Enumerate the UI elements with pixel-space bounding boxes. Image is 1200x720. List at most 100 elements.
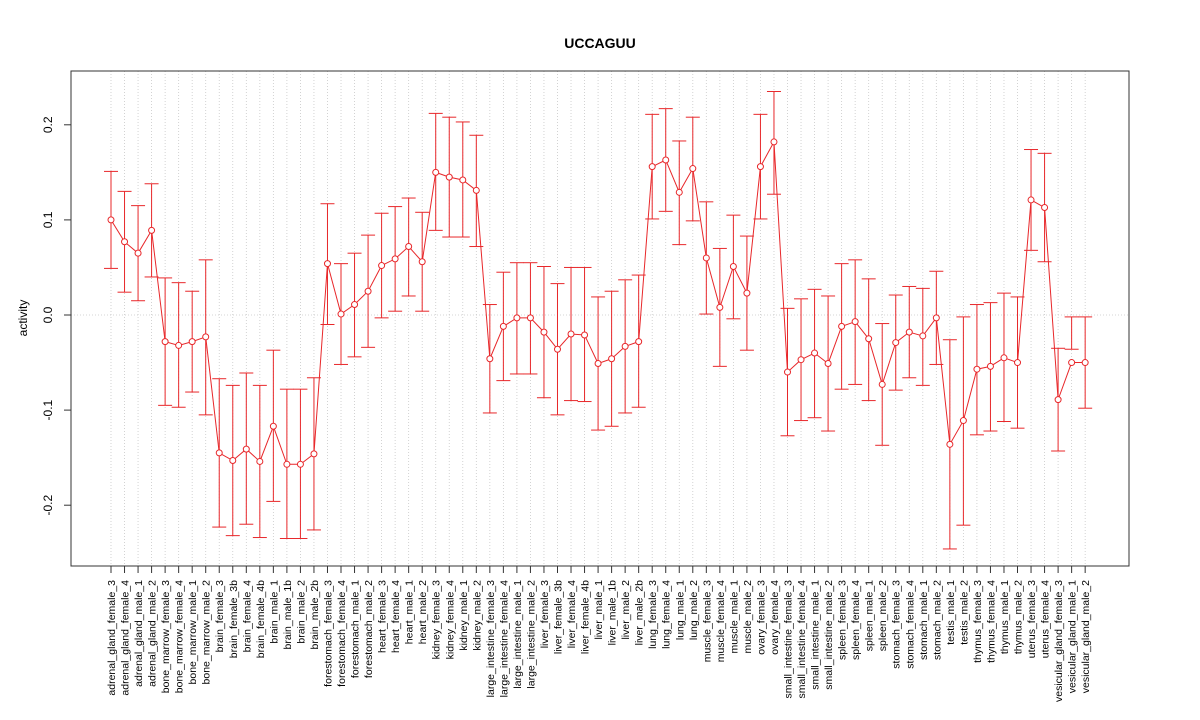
data-point: [621, 342, 629, 350]
data-point: [134, 249, 142, 257]
data-point: [919, 332, 927, 340]
x-tick-label: large_intestine_male_1: [512, 580, 524, 689]
gridlines: [71, 71, 1129, 566]
data-point: [865, 335, 873, 343]
x-tick-label: liver_male_2b: [634, 580, 646, 646]
x-tick-label: testis_male_2: [958, 580, 970, 645]
data-point: [729, 262, 737, 270]
data-point: [567, 330, 575, 338]
x-tick-label: forestomach_male_1: [350, 580, 362, 678]
x-tick-label: spleen_female_4: [850, 580, 862, 660]
x-tick-label: heart_female_3: [377, 580, 389, 653]
data-point: [932, 314, 940, 322]
data-point: [1068, 359, 1076, 367]
x-tick-label: stomach_male_2: [931, 580, 943, 660]
x-tick-label: spleen_male_2: [877, 580, 889, 651]
data-point: [391, 255, 399, 263]
data-point: [892, 339, 900, 347]
x-tick-label: small_intestine_female_4: [796, 580, 808, 699]
x-tick-label: liver_male_1: [593, 580, 605, 640]
data-point: [1081, 359, 1089, 367]
x-tick-label: small_intestine_female_3: [783, 580, 795, 699]
data-point: [540, 328, 548, 336]
data-point: [648, 163, 656, 171]
x-tick-label: thymus_female_4: [985, 580, 997, 663]
x-tick-label: brain_female_4: [241, 580, 253, 653]
x-tick-label: thymus_male_1: [999, 580, 1011, 654]
data-point: [689, 165, 697, 173]
x-tick-label: forestomach_female_3: [322, 580, 334, 687]
data-point: [526, 314, 534, 322]
x-tick-label: large_intestine_male_2: [525, 580, 537, 689]
x-tick-label: lung_male_1: [674, 580, 686, 640]
data-point: [310, 450, 318, 458]
data-point: [1014, 359, 1022, 367]
x-tick-label: bone_marrow_female_3: [160, 580, 172, 693]
data-point: [878, 380, 886, 388]
data-point: [175, 341, 183, 349]
data-point: [905, 328, 913, 336]
x-tick-label: adrenal_gland_male_1: [133, 580, 145, 687]
x-tick-label: kidney_female_4: [444, 580, 456, 660]
data-point: [445, 173, 453, 181]
data-point: [296, 460, 304, 468]
x-tick-label: liver_female_3b: [552, 580, 564, 654]
x-tick-label: forestomach_male_2: [363, 580, 375, 678]
x-tick-label: stomach_female_4: [904, 580, 916, 669]
data-point: [986, 362, 994, 370]
x-tick-label: liver_female_4b: [580, 580, 592, 654]
x-tick-label: small_intestine_male_2: [823, 580, 835, 690]
data-point: [378, 262, 386, 270]
y-tick-label: 0.0: [41, 306, 55, 323]
data-point: [1054, 396, 1062, 404]
data-point: [256, 457, 264, 465]
x-tick-label: stomach_male_1: [918, 580, 930, 660]
x-tick-label: thymus_female_3: [972, 580, 984, 663]
data-point: [824, 360, 832, 368]
data-point: [486, 355, 494, 363]
x-tick-label: brain_male_1b: [282, 580, 294, 650]
x-tick-label: brain_female_3: [214, 580, 226, 653]
y-tick-label: 0.2: [41, 116, 55, 133]
x-tick-label: vesicular_gland_female_3: [1053, 580, 1065, 702]
data-point: [269, 422, 277, 430]
x-tick-label: liver_female_4: [566, 580, 578, 648]
data-point: [811, 349, 819, 357]
data-point: [323, 260, 331, 268]
data-point: [797, 356, 805, 364]
data-point: [499, 322, 507, 330]
data-point: [242, 445, 250, 453]
x-tick-label: vesicular_gland_male_1: [1067, 580, 1079, 693]
data-point: [581, 331, 589, 339]
data-point: [513, 314, 521, 322]
data-point: [851, 318, 859, 326]
data-point: [608, 355, 616, 363]
x-tick-label: stomach_female_3: [891, 580, 903, 669]
activity-series: [107, 138, 1089, 468]
data-point: [838, 322, 846, 330]
data-point: [405, 243, 413, 251]
data-point: [459, 176, 467, 184]
y-tick-label: -0.1: [41, 399, 55, 420]
data-point: [702, 254, 710, 262]
data-point: [716, 303, 724, 311]
data-point: [662, 156, 670, 164]
x-tick-label: brain_male_2b: [309, 580, 321, 650]
x-tick-label: forestomach_female_4: [336, 580, 348, 687]
data-point: [364, 287, 372, 295]
data-point: [553, 345, 561, 353]
y-tick-label: -0.2: [41, 495, 55, 516]
x-tick-label: brain_female_4b: [255, 580, 267, 658]
x-tick-label: liver_male_1b: [607, 580, 619, 646]
data-point: [1027, 196, 1035, 204]
data-point: [121, 238, 129, 246]
y-axis: -0.2 -0.1 0.0 0.1 0.2: [41, 116, 71, 516]
x-tick-label: vesicular_gland_male_2: [1080, 580, 1092, 693]
x-tick-label: bone_marrow_male_1: [187, 580, 199, 685]
data-point: [784, 368, 791, 376]
x-tick-label: adrenal_gland_male_2: [147, 580, 159, 687]
data-point: [1041, 204, 1049, 212]
data-point: [756, 163, 764, 171]
data-point: [472, 186, 480, 194]
